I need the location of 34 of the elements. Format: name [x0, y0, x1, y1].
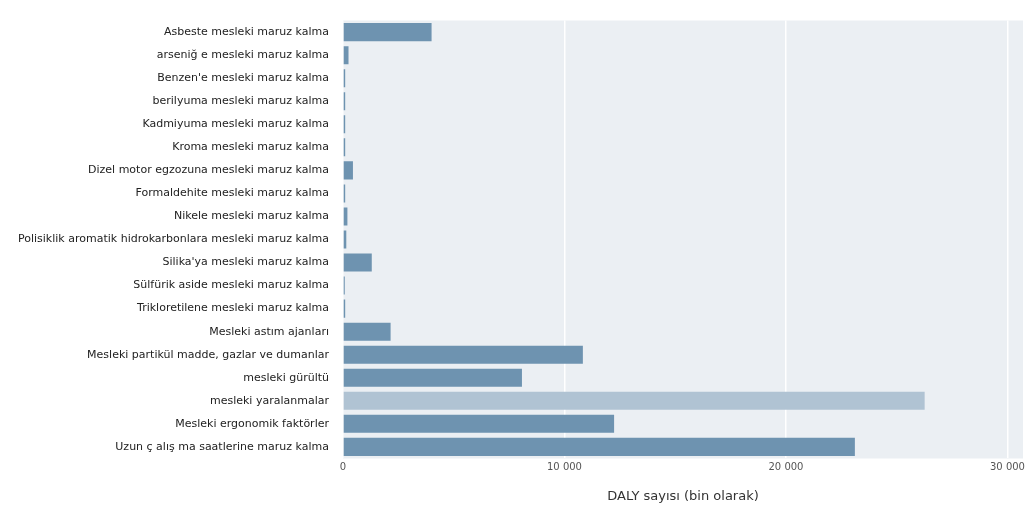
x-tick-label: 30 000 [989, 460, 1025, 472]
y-tick-label: Benzen'e mesleki maruz kalma [157, 71, 329, 85]
bar [343, 253, 372, 272]
y-tick-label: Formaldehite mesleki maruz kalma [135, 186, 329, 200]
y-tick-label: Sülfürik aside mesleki maruz kalma [133, 278, 329, 292]
x-tick-label: 10 000 [546, 460, 582, 472]
y-tick-label: Mesleki astım ajanları [209, 324, 329, 338]
y-tick-label: Kroma mesleki maruz kalma [172, 140, 329, 154]
y-tick-label: mesleki gürültü [243, 370, 329, 384]
y-tick-label: Mesleki ergonomik faktörler [175, 416, 330, 430]
y-tick-label: Uzun ç alış ma saatlerine maruz kalma [115, 439, 329, 453]
bar [343, 322, 391, 341]
bar [343, 391, 925, 410]
y-tick-label: arseniğ e mesleki maruz kalma [156, 48, 329, 62]
y-tick-label: Polisiklik aromatik hidrokarbonlara mesleki maruz kalma [17, 232, 329, 246]
bar [343, 46, 349, 65]
y-tick-label: Mesleki partikül madde, gazlar ve dumanlar [87, 347, 330, 361]
bar [343, 23, 432, 42]
bar [343, 414, 615, 433]
bar [343, 368, 522, 387]
y-tick-label: mesleki yaralanmalar [209, 393, 330, 407]
x-tick-label: 20 000 [768, 460, 804, 472]
y-tick-label: Asbeste mesleki maruz kalma [164, 24, 329, 38]
y-tick-label: berilyuma mesleki maruz kalma [152, 94, 329, 108]
x-tick-label: 0 [339, 460, 347, 472]
bar [343, 345, 583, 364]
y-tick-label: Trikloretilene mesleki maruz kalma [136, 301, 329, 315]
bar [343, 437, 855, 456]
y-tick-label: Nikele mesleki maruz kalma [174, 209, 329, 223]
bar [343, 161, 353, 180]
y-tick-label: Dizel motor egzozuna mesleki maruz kalma [88, 163, 329, 177]
x-axis-title: DALY sayısı (bin olarak) [607, 487, 759, 503]
y-tick-label: Silika'ya mesleki maruz kalma [162, 255, 329, 269]
y-tick-label: Kadmiyuma mesleki maruz kalma [142, 117, 329, 131]
